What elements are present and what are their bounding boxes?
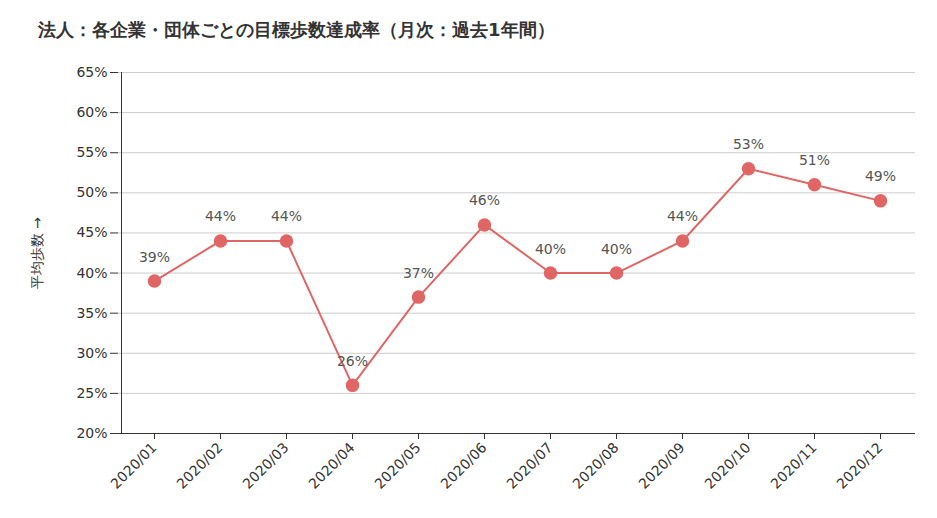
html-text:法人：各企業・団体ごとの目標歩数達成率（月次：過去1年間）: 法人：各企業・団体ごとの目標歩数達成率（月次：過去1年間） <box>38 19 555 40</box>
svg-text:44%: 44% <box>205 208 236 224</box>
svg-text:40%: 40% <box>535 241 566 257</box>
svg-text:35%: 35% <box>76 305 107 321</box>
svg-text:50%: 50% <box>76 184 107 200</box>
svg-text:2020/05: 2020/05 <box>371 439 423 491</box>
svg-text:37%: 37% <box>403 265 434 281</box>
svg-text:2020/04: 2020/04 <box>305 439 358 492</box>
svg-text:39%: 39% <box>139 249 170 265</box>
svg-text:26%: 26% <box>337 353 368 369</box>
svg-text:44%: 44% <box>271 208 302 224</box>
svg-text:2020/11: 2020/11 <box>767 439 819 491</box>
svg-text:平均歩数 →: 平均歩数 → <box>29 217 45 289</box>
svg-text:2020/07: 2020/07 <box>503 439 555 491</box>
svg-text:45%: 45% <box>76 224 107 240</box>
svg-text:2020/06: 2020/06 <box>437 439 490 492</box>
svg-text:2020/08: 2020/08 <box>569 439 621 491</box>
svg-text:40%: 40% <box>601 241 632 257</box>
svg-text:2020/03: 2020/03 <box>239 439 291 491</box>
svg-text:30%: 30% <box>76 345 107 361</box>
svg-text:44%: 44% <box>667 208 698 224</box>
svg-text:2020/02: 2020/02 <box>173 439 225 491</box>
svg-text:2020/09: 2020/09 <box>635 439 687 491</box>
svg-text:2020/10: 2020/10 <box>701 439 753 491</box>
svg-text:25%: 25% <box>76 385 107 401</box>
svg-text:60%: 60% <box>76 104 107 120</box>
svg-text:2020/12: 2020/12 <box>833 439 885 491</box>
svg-text:65%: 65% <box>76 64 107 80</box>
svg-text:55%: 55% <box>76 144 107 160</box>
svg-text:40%: 40% <box>76 265 107 281</box>
svg-text:49%: 49% <box>865 168 896 184</box>
svg-text:20%: 20% <box>76 425 107 441</box>
svg-text:46%: 46% <box>469 192 500 208</box>
svg-text:53%: 53% <box>733 136 764 152</box>
svg-text:2020/01: 2020/01 <box>107 439 159 491</box>
svg-text:51%: 51% <box>799 152 830 168</box>
